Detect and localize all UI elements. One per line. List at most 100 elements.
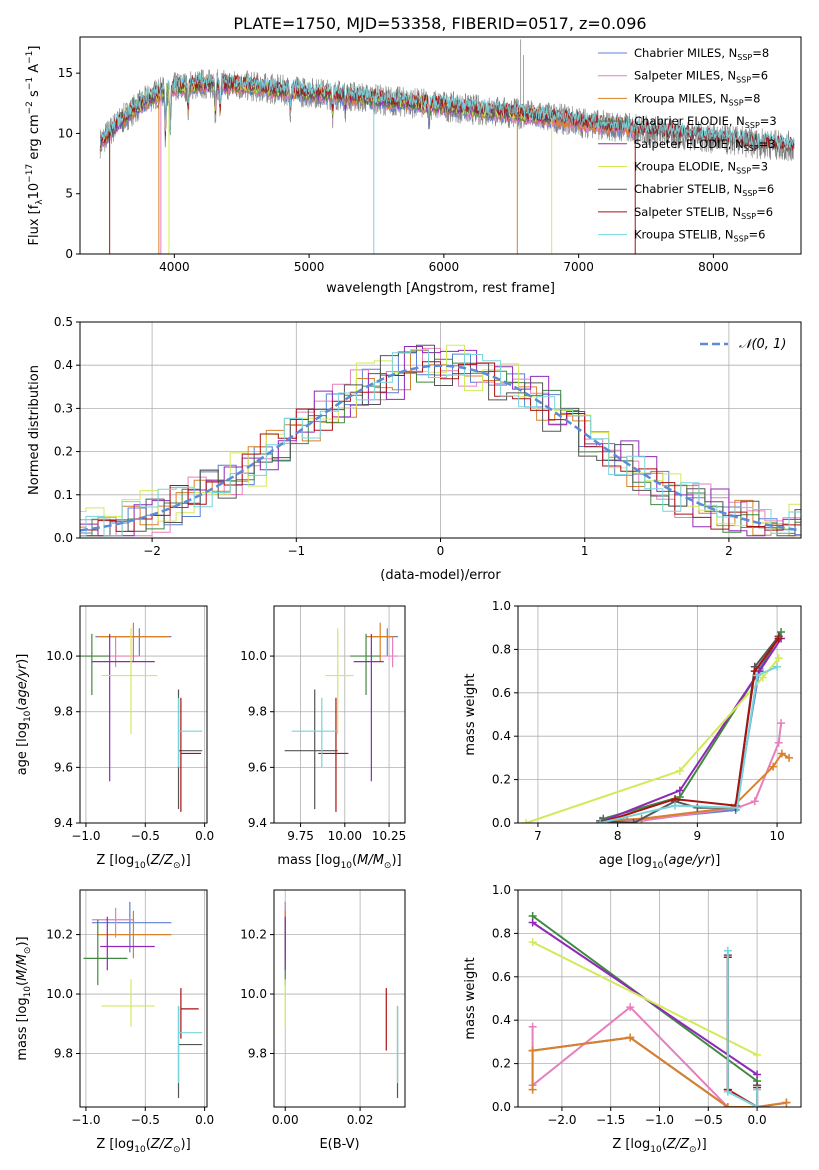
data-point — [777, 749, 786, 758]
chart-age_vs_mass: 9.75 10.00 10.25 9.4 9.6 9.8 10.0 mass [log10(M… — [240, 605, 406, 871]
point-salpeter-stelib — [180, 988, 199, 1039]
x-axis-label: wavelength [Angstrom, rest frame] — [326, 281, 555, 296]
series-line — [532, 941, 758, 1056]
point-salpeter-stelib — [180, 697, 202, 812]
x-tick-label: 5000 — [294, 260, 325, 274]
y-tick-label: 0.8 — [492, 926, 511, 940]
y-tick-label: 5 — [65, 187, 73, 201]
x-axis-label: (data-model)/error — [380, 568, 501, 583]
x-tick-label: −0.5 — [131, 829, 160, 843]
y-tick-label: 9.8 — [54, 1046, 73, 1060]
data-point — [528, 938, 537, 947]
data-point — [777, 719, 786, 728]
x-tick-label: 9.75 — [287, 829, 314, 843]
data-point — [733, 803, 742, 812]
chart-mass_vs_ebv: 0.00 0.02 9.8 10.0 10.2 E(B-V) — [240, 889, 406, 1152]
plot-content — [80, 344, 801, 537]
y-tick-label: 1.0 — [492, 883, 511, 897]
y-tick-label: 0.3 — [54, 401, 73, 415]
point-chabrier-elodie — [83, 919, 128, 986]
data-point — [753, 671, 762, 680]
chart-weight_vs_z: −2.0 −1.5 −1.0 −0.5 0.0 0.0 0.2 0.4 0.6 0.8 1.0 Z [… — [463, 883, 802, 1155]
data-point — [723, 1103, 732, 1107]
data-point — [753, 1085, 762, 1094]
point-salpeter-stelib — [318, 697, 349, 812]
legend-label: Salpeter MILES, NSSP=6 — [634, 69, 768, 85]
y-tick-label: 0 — [65, 247, 73, 261]
y-tick-label: 10 — [58, 126, 73, 140]
legend-label: Kroupa MILES, NSSP=8 — [634, 91, 760, 107]
data-point — [528, 1085, 537, 1094]
y-axis-label: mass weight — [463, 957, 478, 1039]
x-tick-label: 10.00 — [328, 829, 362, 843]
y-tick-label: 9.8 — [54, 705, 73, 719]
x-tick-label: −1.5 — [596, 1113, 625, 1127]
x-axis-label: E(B-V) — [319, 1137, 359, 1152]
point-kroupa-elodie — [101, 979, 155, 1027]
y-tick-label: 0.4 — [492, 729, 511, 743]
x-axis-label: mass [log10(M/M⊙)] — [277, 853, 401, 871]
legend-label: 𝒩(0, 1) — [739, 337, 786, 352]
legend-label: Salpeter ELODIE, NSSP=3 — [634, 137, 776, 153]
point-kroupa-stelib — [291, 697, 338, 768]
y-tick-label: 0.2 — [492, 1057, 511, 1071]
series-line — [531, 1036, 787, 1107]
histogram-salpeter-stelib — [80, 361, 801, 537]
point-kroupa-elodie — [101, 628, 158, 734]
y-tick-label: 10.0 — [46, 649, 73, 663]
data-point — [528, 1046, 537, 1055]
y-tick-label: 0.5 — [54, 315, 73, 329]
y-tick-label: 0.0 — [492, 1100, 511, 1114]
x-axis-label: Z [log10(Z/Z⊙)] — [96, 853, 190, 871]
x-tick-label: −0.5 — [694, 1113, 723, 1127]
data-point — [521, 819, 530, 823]
x-tick-label: 8000 — [698, 260, 729, 274]
histogram-kroupa-elodie — [80, 344, 801, 530]
y-tick-label: 9.6 — [248, 760, 267, 774]
x-tick-label: −2 — [143, 544, 161, 558]
point-salpeter-miles — [380, 636, 398, 668]
y-axis-label: mass [log10(M/M⊙)] — [15, 936, 33, 1060]
x-axis-label: age [log10(age/yr)] — [599, 853, 721, 871]
series-kroupa-stelib — [596, 662, 782, 823]
data-point — [774, 738, 783, 747]
legend-label: Kroupa STELIB, NSSP=6 — [634, 228, 765, 244]
plot-content — [528, 912, 791, 1107]
data-point — [675, 766, 684, 775]
chart-mass_vs_z: −1.0 −0.5 0.0 9.8 10.0 10.2 Z [log10(Z/Z⊙)] mas… — [15, 889, 214, 1155]
legend-label: Kroupa ELODIE, NSSP=3 — [634, 160, 768, 176]
data-point — [629, 819, 638, 823]
y-axis-label: Flux [fλ10−17 erg cm−2 s−1 A−1] — [25, 46, 45, 246]
chart-residuals: −2 −1 0 1 2 0.0 0.1 0.2 0.3 0.4 0.5 𝒩(0, 1) (data-mo… — [27, 315, 802, 583]
legend-label: Chabrier STELIB, NSSP=6 — [634, 182, 774, 198]
data-point — [671, 801, 680, 810]
x-tick-label: 7000 — [563, 260, 594, 274]
data-point — [626, 1033, 635, 1042]
data-point — [528, 918, 537, 927]
x-tick-label: 0 — [437, 544, 445, 558]
y-tick-label: 0.2 — [492, 773, 511, 787]
chart-age_vs_z: −1.0 −0.5 0.0 9.4 9.6 9.8 10.0 Z [log10(Z/Z⊙)] a… — [15, 605, 214, 871]
series-line — [525, 657, 780, 823]
x-tick-label: −2.0 — [547, 1113, 576, 1127]
axes-frame — [79, 889, 208, 1108]
y-tick-label: 10.0 — [240, 987, 267, 1001]
chart-weight_vs_age: 7 8 9 10 0.0 0.2 0.4 0.6 0.8 1.0 age [log10(age/yr… — [463, 599, 802, 871]
y-tick-label: 0.0 — [492, 816, 511, 830]
y-tick-label: 0.1 — [54, 488, 73, 502]
figure-title: PLATE=1750, MJD=53358, FIBERID=0517, z=0… — [233, 14, 646, 33]
y-axis-label: Normed distribution — [27, 365, 42, 495]
y-tick-label: 0.4 — [492, 1013, 511, 1027]
y-axis-label: mass weight — [463, 673, 478, 755]
x-tick-label: 10.25 — [372, 829, 406, 843]
series-kroupa-stelib — [723, 946, 762, 1107]
histogram-salpeter-elodie — [80, 346, 801, 537]
x-tick-label: −1 — [287, 544, 305, 558]
data-point — [528, 1022, 537, 1031]
axes-frame — [517, 605, 802, 824]
data-point — [753, 1050, 762, 1059]
data-point — [626, 1003, 635, 1012]
plot-content — [284, 901, 399, 1099]
y-tick-label: 10.2 — [240, 928, 267, 942]
axes-frame — [79, 605, 208, 824]
